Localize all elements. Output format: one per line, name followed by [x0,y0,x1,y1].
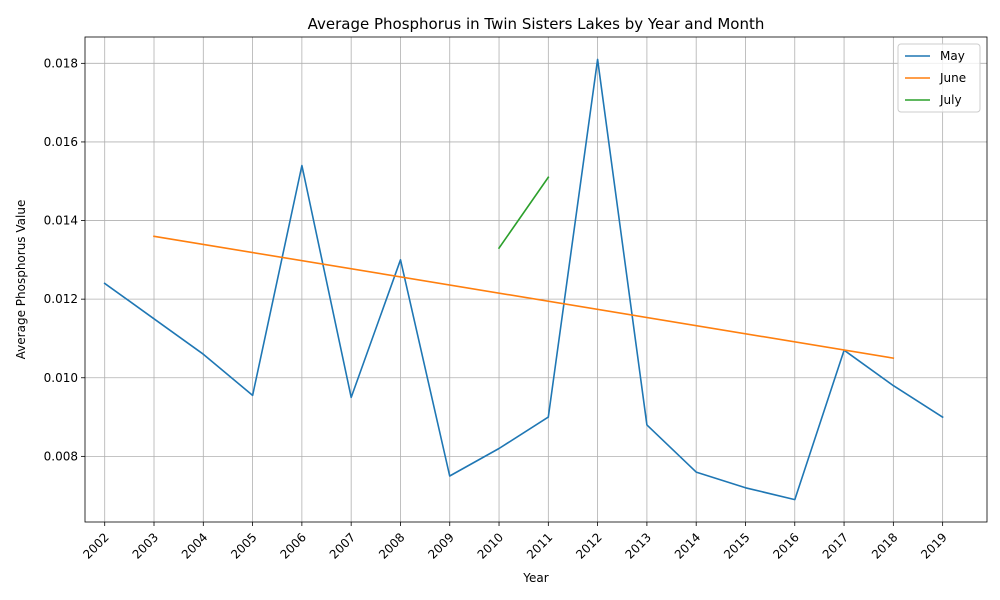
x-axis-label: Year [522,571,548,585]
plot-area-frame [84,36,988,523]
series-lines [103,58,944,501]
y-tick-label: 0.008 [44,449,78,463]
grid [85,37,987,522]
y-axis-label: Average Phosphorus Value [14,200,28,360]
legend-box [897,43,981,113]
y-tick-label: 0.014 [44,214,78,228]
y-axis-ticks: 0.008 0.010 0.012 0.014 0.016 0.018 [44,56,85,463]
y-tick-label: 0.012 [44,292,78,306]
legend-label-may: May [940,49,965,63]
legend: May June July [897,43,981,113]
series-line-may [103,58,944,501]
series-line-july [497,176,550,250]
y-tick-label: 0.010 [44,371,78,385]
legend-label-july: July [939,93,962,107]
y-tick-label: 0.016 [44,135,78,149]
legend-label-june: June [939,71,966,85]
series-line-june [153,235,895,360]
y-tick-label: 0.018 [44,56,78,70]
chart-title: Average Phosphorus in Twin Sisters Lakes… [308,15,765,33]
